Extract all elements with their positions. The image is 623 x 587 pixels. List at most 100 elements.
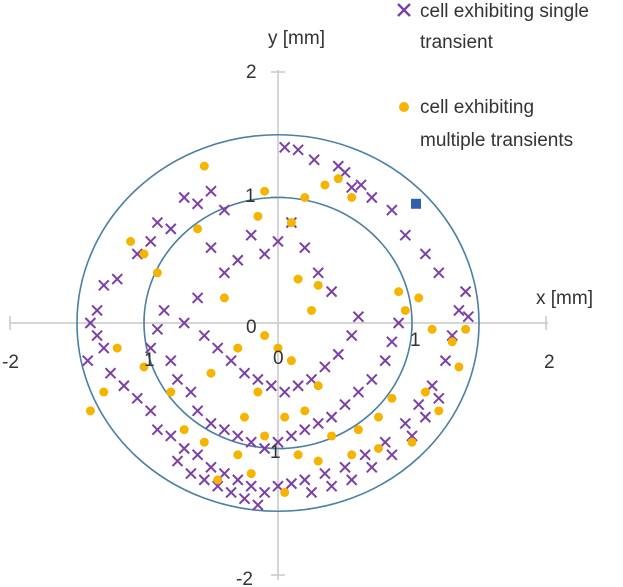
point-x-marker <box>218 204 231 216</box>
point-x-marker <box>319 467 331 480</box>
circle-radius-1-5 <box>76 133 480 513</box>
legend: cell exhibiting single transient cell ex… <box>397 1 589 151</box>
point-x-marker <box>412 398 425 411</box>
point-x-marker <box>185 467 197 480</box>
point-x-marker <box>198 329 211 342</box>
point-circle-marker <box>240 412 249 422</box>
point-circle-marker <box>353 425 363 435</box>
point-x-marker <box>332 348 345 361</box>
point-circle-marker <box>400 305 410 315</box>
series-single-transient <box>82 141 474 511</box>
point-x-marker <box>366 373 378 386</box>
point-circle-marker <box>387 393 397 403</box>
point-x-marker <box>191 405 204 417</box>
point-x-marker <box>352 386 365 398</box>
point-circle-marker <box>166 387 176 397</box>
point-x-marker <box>225 354 237 367</box>
point-x-marker <box>232 430 244 442</box>
point-x-marker <box>165 430 177 442</box>
point-x-marker <box>359 449 371 461</box>
point-circle-marker <box>280 487 290 497</box>
circle-label-bottom: 1 <box>270 442 281 463</box>
point-circle-marker <box>414 293 424 303</box>
point-circle-marker <box>213 475 223 485</box>
point-circle-marker <box>139 249 149 259</box>
legend-label-multiple-line1: cell exhibiting <box>420 97 534 118</box>
point-x-marker <box>191 198 204 210</box>
point-circle-marker <box>333 174 343 184</box>
point-x-marker <box>91 329 103 342</box>
point-circle-marker <box>313 456 323 466</box>
point-x-marker <box>399 229 412 241</box>
circles-layer <box>76 133 480 513</box>
point-x-marker <box>205 241 217 254</box>
point-x-marker <box>292 144 304 156</box>
point-circle-marker <box>253 387 263 397</box>
point-x-marker <box>278 141 291 154</box>
point-circle-marker <box>260 331 270 341</box>
y-tick-label-max: 2 <box>246 62 257 83</box>
point-x-marker <box>345 474 358 486</box>
point-circle-marker <box>99 387 109 397</box>
point-circle-marker <box>407 437 417 447</box>
point-circle-marker <box>454 362 464 372</box>
point-circle-marker <box>320 180 330 190</box>
x-tick-label-min: -2 <box>2 352 19 373</box>
point-circle-marker <box>85 406 95 416</box>
point-circle-marker <box>260 186 270 196</box>
legend-item-single: cell exhibiting single transient <box>397 1 589 53</box>
origin-label-lower: 0 <box>273 348 284 369</box>
point-circle-marker <box>447 337 457 347</box>
point-circle-marker <box>434 406 444 416</box>
point-x-marker <box>339 398 351 411</box>
point-x-marker <box>285 430 298 442</box>
point-x-marker <box>111 273 123 285</box>
point-x-marker <box>252 373 264 386</box>
point-x-marker <box>258 442 271 455</box>
x-axis-label: x [mm] <box>536 288 593 309</box>
point-x-marker <box>352 311 365 323</box>
point-circle-marker <box>374 412 383 422</box>
point-circle-marker <box>313 280 323 290</box>
point-x-marker <box>325 480 338 492</box>
point-x-marker <box>171 455 184 467</box>
series-multiple-transients <box>85 161 471 497</box>
circle-radius-1 <box>143 196 413 450</box>
point-x-marker <box>325 411 338 423</box>
point-x-marker <box>308 154 320 166</box>
point-x-marker <box>151 216 164 229</box>
point-x-marker <box>319 361 331 373</box>
point-circle-marker <box>112 343 122 353</box>
point-circle-marker <box>280 412 290 422</box>
circle-labels: 1 1 1 1 0 0 <box>144 186 421 463</box>
circle-label-top: 1 <box>245 186 256 207</box>
point-x-marker <box>205 417 217 430</box>
legend-item-multiple: cell exhibiting multiple transients <box>399 97 573 151</box>
point-x-marker <box>433 267 445 279</box>
point-x-marker <box>433 392 445 405</box>
point-circle-marker <box>300 193 310 202</box>
point-circle-marker <box>327 431 337 441</box>
point-x-marker <box>144 235 157 248</box>
point-x-marker <box>91 304 103 317</box>
point-x-marker <box>386 204 398 216</box>
point-x-marker <box>98 279 110 292</box>
point-x-marker <box>325 285 338 298</box>
point-x-marker <box>272 436 284 448</box>
point-x-marker <box>131 248 144 260</box>
point-x-marker <box>419 411 432 423</box>
point-x-marker <box>355 179 367 191</box>
point-x-marker <box>366 191 378 204</box>
point-x-marker <box>104 367 117 379</box>
point-x-marker <box>265 380 278 392</box>
point-x-marker <box>232 474 244 486</box>
point-x-marker <box>285 477 298 490</box>
point-x-marker <box>144 342 157 354</box>
y-tick-label-min: -2 <box>236 569 253 587</box>
point-x-marker <box>131 392 144 405</box>
point-x-marker <box>245 436 257 448</box>
point-circle-marker <box>246 469 256 479</box>
point-x-marker <box>386 336 398 348</box>
point-circle-marker <box>233 343 243 353</box>
legend-label-single-line1: cell exhibiting single <box>420 1 589 22</box>
